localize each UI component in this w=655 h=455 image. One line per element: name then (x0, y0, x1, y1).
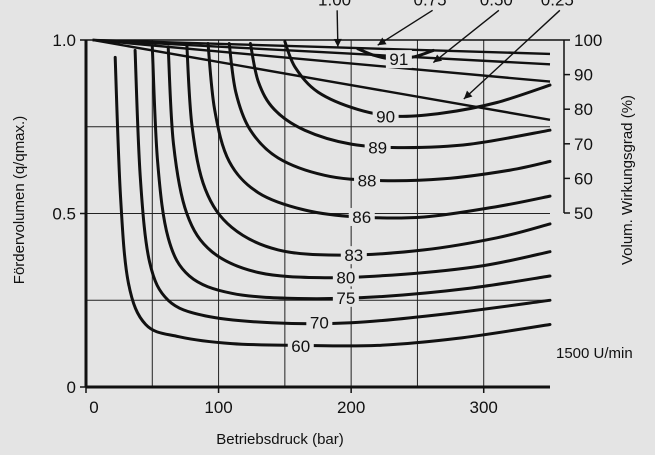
contour-label-83: 83 (344, 246, 363, 265)
contour-label-bg (364, 138, 391, 157)
vol-label-0-25: 0.25 (541, 0, 574, 9)
contour-60 (113, 55, 552, 348)
vol-line-0-50 (92, 38, 551, 83)
contour-80 (166, 45, 552, 280)
contour-label-60: 60 (291, 337, 310, 356)
y2-tick-label: 100 (574, 31, 602, 50)
y-tick-label: 0.5 (52, 205, 76, 224)
contour-label-bg (348, 207, 375, 226)
contour-label-88: 88 (358, 172, 377, 191)
contour-label-70: 70 (310, 313, 329, 332)
y-tick-label: 0 (67, 378, 76, 397)
y2-tick-label: 70 (574, 135, 593, 154)
contour-label-86: 86 (352, 208, 371, 227)
contour-label-bg (354, 171, 381, 190)
y-tick-label: 1.0 (52, 31, 76, 50)
contour-86 (206, 42, 552, 220)
vol-arrow-line (377, 9, 433, 46)
contour-label-bg (306, 313, 333, 332)
y2-tick-label: 60 (574, 169, 593, 188)
vol-line-0-75 (92, 38, 551, 66)
contour-75 (150, 45, 552, 301)
x-tick-label: 100 (204, 398, 232, 417)
speed-note: 1500 U/min (556, 345, 633, 362)
contour-label-bg (385, 50, 412, 69)
contour-label-bg (340, 246, 367, 265)
contour-label-bg (287, 337, 314, 356)
contour-label-bg (372, 107, 399, 126)
contour-70 (133, 48, 552, 326)
vol-label-0-75: 0.75 (414, 0, 447, 9)
vol-line-0-25 (92, 38, 551, 121)
contour-label-91: 91 (389, 50, 408, 69)
contour-83 (185, 42, 552, 257)
y2-axis-title: Volum. Wirkungsgrad (%) (619, 95, 636, 265)
contour-label-bg (332, 288, 359, 307)
volumetric-efficiency-lines (92, 38, 551, 121)
vol-label-0-50: 0.50 (480, 0, 513, 9)
y2-tick-label: 50 (574, 204, 593, 223)
vol-arrow-head (463, 90, 473, 99)
contour-label-89: 89 (368, 139, 387, 158)
x-axis-title: Betriebsdruck (bar) (216, 431, 344, 448)
contour-label-75: 75 (336, 289, 355, 308)
vol-arrow-head (433, 54, 443, 63)
vol-label-1-00: 1.00 (318, 0, 351, 9)
efficiency-contours (113, 40, 552, 348)
x-tick-label: 0 (89, 398, 98, 417)
vol-arrow-line (432, 9, 500, 64)
vol-arrow-head (377, 37, 387, 46)
vol-arrow-head (333, 38, 342, 47)
y2-tick-label: 80 (574, 100, 593, 119)
y2-tick-label: 90 (574, 66, 593, 85)
contour-label-bg (332, 268, 359, 287)
contour-88 (227, 42, 552, 183)
y-axis-title: Fördervolumen (q/qmax.) (11, 116, 28, 284)
x-tick-label: 200 (337, 398, 365, 417)
contour-label-80: 80 (336, 268, 355, 287)
vol-arrow-line (463, 9, 561, 100)
x-tick-label: 300 (470, 398, 498, 417)
contour-89 (248, 42, 552, 150)
contour-label-90: 90 (376, 107, 395, 126)
